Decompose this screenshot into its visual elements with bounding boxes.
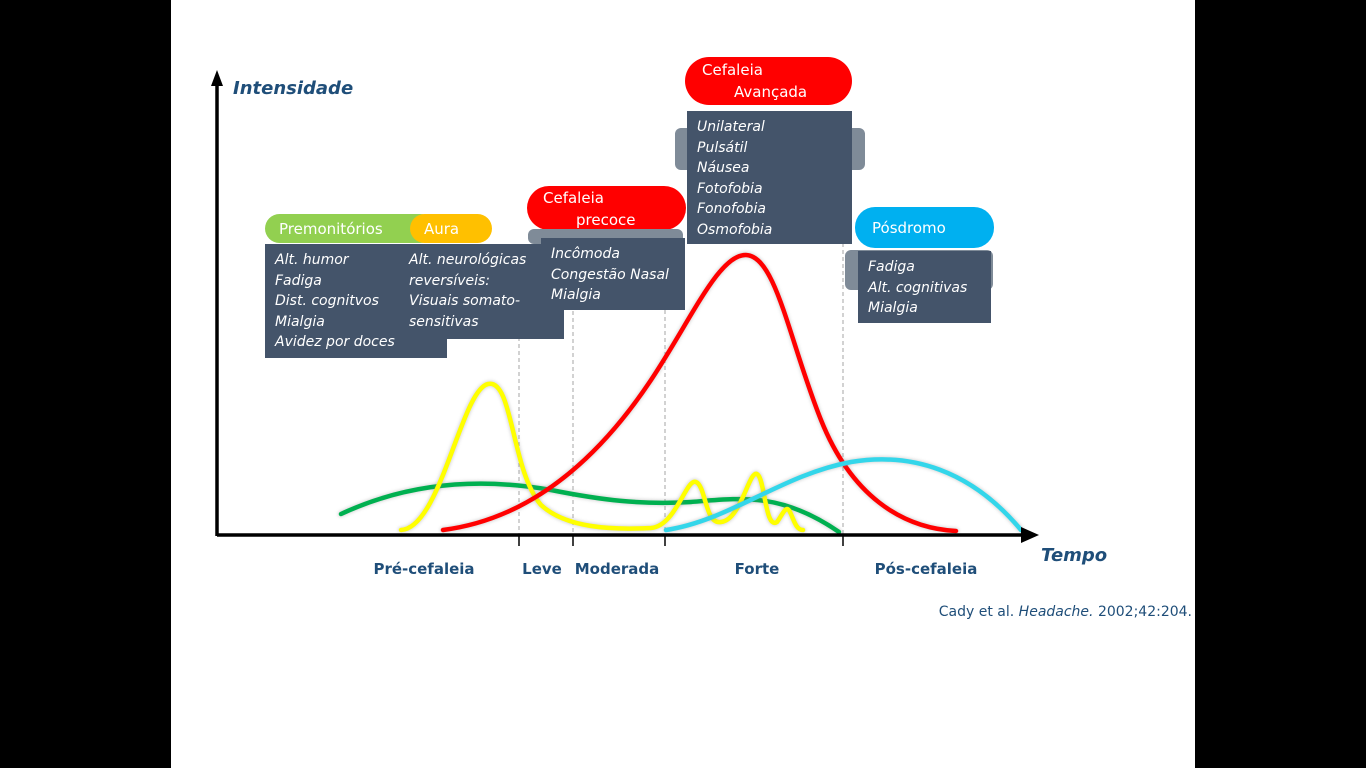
symptom: Mialgia [551,287,601,303]
aura-curve [398,381,806,533]
symptom: Fonofobia [697,201,766,217]
premonitorios-curve [338,481,842,535]
symptom: Dist. cognitvos [275,293,379,309]
symptom: Osmofobia [697,221,773,238]
symptom: Mialgia [868,300,918,316]
x-axis-arrowhead [1021,527,1039,543]
cefaleia-precoce-title-2: precoce [576,211,636,229]
curves [338,251,1024,535]
symptom: Náusea [697,160,750,176]
cefaleia-precoce-title-1: Cefaleia [543,189,604,207]
cefaleia-curve [440,252,959,534]
axes [215,84,1023,537]
phase-label-pre: Pré-cefaleia [373,560,475,578]
symptom: Visuais somato- [409,293,521,309]
phase-ticks [518,535,844,546]
symptom: reversíveis: [409,272,491,289]
posdromo-title: Pósdromo [872,219,946,237]
symptom: Fadiga [275,272,322,289]
posdromo-pill: Pósdromo [855,207,994,248]
cefaleia-precoce-symptoms: Incômoda Congestão Nasal Mialgia [541,238,685,310]
citation-authors: Cady et al. [938,604,1019,620]
y-axis-label: Intensidade [233,78,354,99]
citation-journal: Headache. [1018,604,1094,620]
symptom: Alt. neurológicas [409,252,527,268]
symptom: Unilateral [697,119,765,135]
cefaleia-avancada-pill: Cefaleia Avançada [685,57,852,105]
cefaleia-avancada-title-1: Cefaleia [702,61,763,79]
cefaleia-avancada-symptoms: Unilateral Pulsátil Náusea Fotofobia Fon… [687,111,852,244]
posdromo-symptoms: Fadiga Alt. cognitivas Mialgia [858,251,991,323]
symptom: Pulsátil [697,139,748,156]
symptom: Incômoda [551,246,620,262]
phase-label-forte: Forte [734,560,780,578]
premonitorios-title: Premonitórios [279,220,383,238]
cefaleia-precoce-pill: Cefaleia precoce [527,186,686,230]
citation: Cady et al. Headache. 2002;42:204. [939,604,1192,620]
symptom: sensitivas [409,313,479,330]
posdromo-curve [663,457,1024,533]
aura-pill: Aura [410,214,492,243]
aura-curve-shadow [398,380,806,533]
phase-label-pos: Pós-cefaleia [874,560,978,578]
aura-symptoms: Alt. neurológicas reversíveis: Visuais s… [399,244,564,339]
symptom: Congestão Nasal [551,266,669,283]
citation-ref: 2002;42:204. [1093,604,1192,620]
cefaleia-avancada-title-2: Avançada [734,83,808,101]
premonitorios-pill: Premonitórios [265,214,435,243]
symptom: Mialgia [275,313,325,330]
migraine-phases-diagram [211,70,1039,546]
x-axis-label: Tempo [1041,545,1108,566]
phase-label-leve: Leve [522,560,562,578]
symptom: Fadiga [868,259,915,275]
slide: Intensidade Tempo Pré-cefaleia Leve Mode… [171,0,1195,768]
symptom: Fotofobia [697,180,763,197]
symptom: Alt. humor [275,252,349,268]
symptom: Avidez por doces [275,334,395,350]
symptom: Alt. cognitivas [868,279,968,296]
aura-title: Aura [424,220,460,238]
phase-label-moderada: Moderada [574,560,660,578]
y-axis-arrowhead [211,70,223,86]
